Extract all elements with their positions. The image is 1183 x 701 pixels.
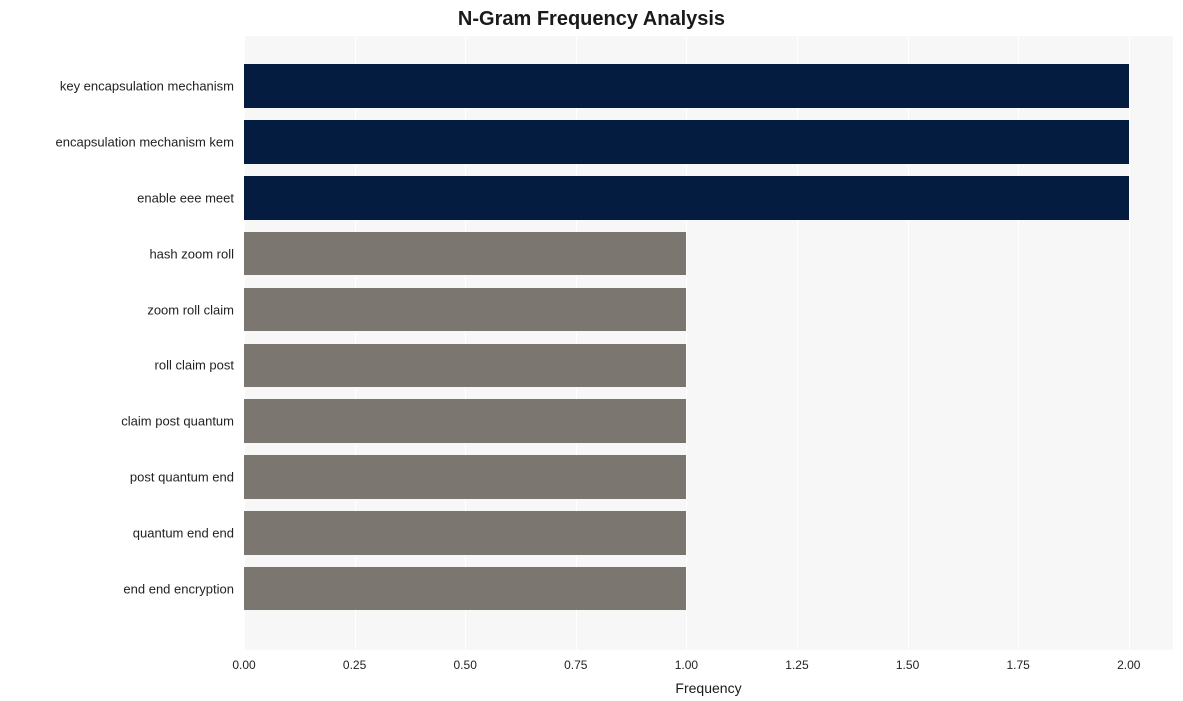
chart-title: N-Gram Frequency Analysis bbox=[0, 8, 1183, 31]
bar bbox=[244, 567, 686, 611]
x-tick-label: 0.50 bbox=[454, 650, 477, 672]
bar bbox=[244, 455, 686, 499]
x-tick-label: 0.75 bbox=[564, 650, 587, 672]
bar bbox=[244, 511, 686, 555]
gridline bbox=[1129, 36, 1130, 650]
bar bbox=[244, 288, 686, 332]
y-tick-label: enable eee meet bbox=[137, 190, 244, 205]
x-tick-label: 0.25 bbox=[343, 650, 366, 672]
x-tick-label: 0.00 bbox=[232, 650, 255, 672]
y-tick-label: hash zoom roll bbox=[149, 246, 244, 261]
bar bbox=[244, 232, 686, 276]
x-tick-label: 1.75 bbox=[1006, 650, 1029, 672]
y-tick-label: key encapsulation mechanism bbox=[60, 79, 244, 94]
y-tick-label: end end encryption bbox=[123, 581, 244, 596]
y-tick-label: zoom roll claim bbox=[147, 302, 244, 317]
y-tick-label: post quantum end bbox=[130, 469, 244, 484]
y-tick-label: claim post quantum bbox=[121, 414, 244, 429]
x-tick-label: 2.00 bbox=[1117, 650, 1140, 672]
bar bbox=[244, 344, 686, 388]
x-tick-label: 1.00 bbox=[675, 650, 698, 672]
y-tick-label: quantum end end bbox=[133, 525, 244, 540]
bar bbox=[244, 176, 1129, 220]
x-axis-label: Frequency bbox=[244, 650, 1173, 696]
y-tick-label: roll claim post bbox=[155, 358, 244, 373]
y-tick-label: encapsulation mechanism kem bbox=[56, 135, 244, 150]
bar bbox=[244, 120, 1129, 164]
ngram-frequency-chart: N-Gram Frequency Analysis Frequency 0.00… bbox=[0, 0, 1183, 701]
x-tick-label: 1.50 bbox=[896, 650, 919, 672]
plot-area: Frequency 0.000.250.500.751.001.251.501.… bbox=[244, 36, 1173, 650]
x-tick-label: 1.25 bbox=[785, 650, 808, 672]
bar bbox=[244, 399, 686, 443]
bar bbox=[244, 64, 1129, 108]
